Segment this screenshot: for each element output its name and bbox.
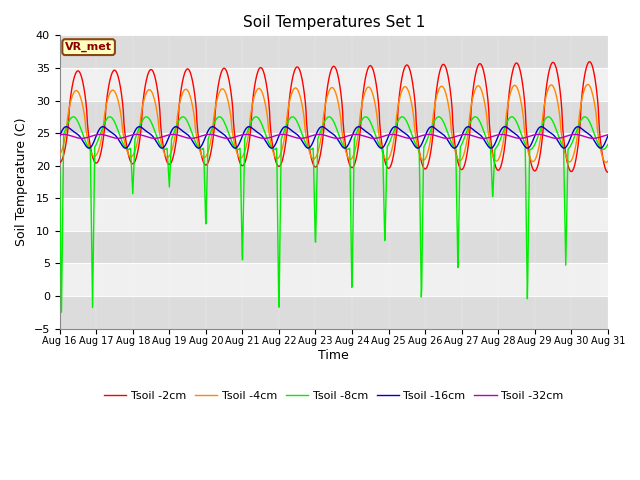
Tsoil -32cm xyxy=(120,134,128,140)
Tsoil -2cm xyxy=(289,77,296,83)
Tsoil -16cm xyxy=(604,133,612,139)
Line: Tsoil -16cm: Tsoil -16cm xyxy=(60,127,608,148)
Tsoil -16cm xyxy=(300,142,308,147)
Line: Tsoil -32cm: Tsoil -32cm xyxy=(60,134,608,138)
Tsoil -4cm xyxy=(602,159,610,165)
Tsoil -32cm xyxy=(169,132,177,137)
Tsoil -2cm xyxy=(604,169,612,175)
Tsoil -2cm xyxy=(98,144,106,149)
Tsoil -8cm xyxy=(310,186,318,192)
Tsoil -2cm xyxy=(586,59,593,65)
Tsoil -4cm xyxy=(98,132,106,138)
Bar xyxy=(60,100,608,133)
Tsoil -16cm xyxy=(98,124,106,130)
Tsoil -4cm xyxy=(604,158,612,164)
Tsoil -8cm xyxy=(604,142,612,147)
Tsoil -8cm xyxy=(300,137,308,143)
Tsoil -16cm xyxy=(310,136,318,142)
Bar xyxy=(60,296,608,329)
Legend: Tsoil -2cm, Tsoil -4cm, Tsoil -8cm, Tsoil -16cm, Tsoil -32cm: Tsoil -2cm, Tsoil -4cm, Tsoil -8cm, Tsoi… xyxy=(100,386,568,405)
Tsoil -16cm xyxy=(121,145,129,151)
Tsoil -8cm xyxy=(56,169,63,175)
Tsoil -32cm xyxy=(98,132,106,137)
Tsoil -16cm xyxy=(158,145,166,151)
Bar xyxy=(60,36,608,68)
Tsoil -2cm xyxy=(56,159,63,165)
Tsoil -16cm xyxy=(369,134,376,140)
Tsoil -32cm xyxy=(604,132,612,138)
Tsoil -4cm xyxy=(289,89,296,95)
Y-axis label: Soil Temperature (C): Soil Temperature (C) xyxy=(15,118,28,246)
Tsoil -8cm xyxy=(99,125,106,131)
Tsoil -32cm xyxy=(300,135,308,141)
Line: Tsoil -4cm: Tsoil -4cm xyxy=(60,84,608,162)
Tsoil -8cm xyxy=(369,123,376,129)
Text: VR_met: VR_met xyxy=(65,42,112,52)
Tsoil -4cm xyxy=(310,156,317,162)
Tsoil -8cm xyxy=(58,310,65,315)
Tsoil -32cm xyxy=(188,135,195,141)
Title: Soil Temperatures Set 1: Soil Temperatures Set 1 xyxy=(243,15,425,30)
Line: Tsoil -8cm: Tsoil -8cm xyxy=(60,117,608,312)
Bar xyxy=(60,198,608,231)
Tsoil -4cm xyxy=(56,152,63,158)
Tsoil -2cm xyxy=(368,64,376,70)
Tsoil -8cm xyxy=(289,114,297,120)
Bar xyxy=(60,68,608,100)
Tsoil -4cm xyxy=(368,88,376,94)
Tsoil -8cm xyxy=(121,144,129,150)
Tsoil -2cm xyxy=(300,85,307,91)
Tsoil -8cm xyxy=(216,114,223,120)
Bar xyxy=(60,133,608,166)
Tsoil -32cm xyxy=(310,132,318,138)
Bar xyxy=(60,231,608,264)
Tsoil -32cm xyxy=(56,132,63,138)
Tsoil -4cm xyxy=(584,82,591,87)
Line: Tsoil -2cm: Tsoil -2cm xyxy=(60,62,608,172)
Tsoil -16cm xyxy=(56,133,63,139)
Tsoil -32cm xyxy=(289,134,297,140)
X-axis label: Time: Time xyxy=(318,349,349,362)
Bar xyxy=(60,264,608,296)
Tsoil -2cm xyxy=(310,162,317,168)
Tsoil -4cm xyxy=(120,138,128,144)
Tsoil -32cm xyxy=(369,135,376,141)
Tsoil -4cm xyxy=(300,111,307,117)
Tsoil -16cm xyxy=(99,124,107,130)
Tsoil -2cm xyxy=(120,125,128,131)
Bar xyxy=(60,166,608,198)
Tsoil -16cm xyxy=(289,129,297,134)
